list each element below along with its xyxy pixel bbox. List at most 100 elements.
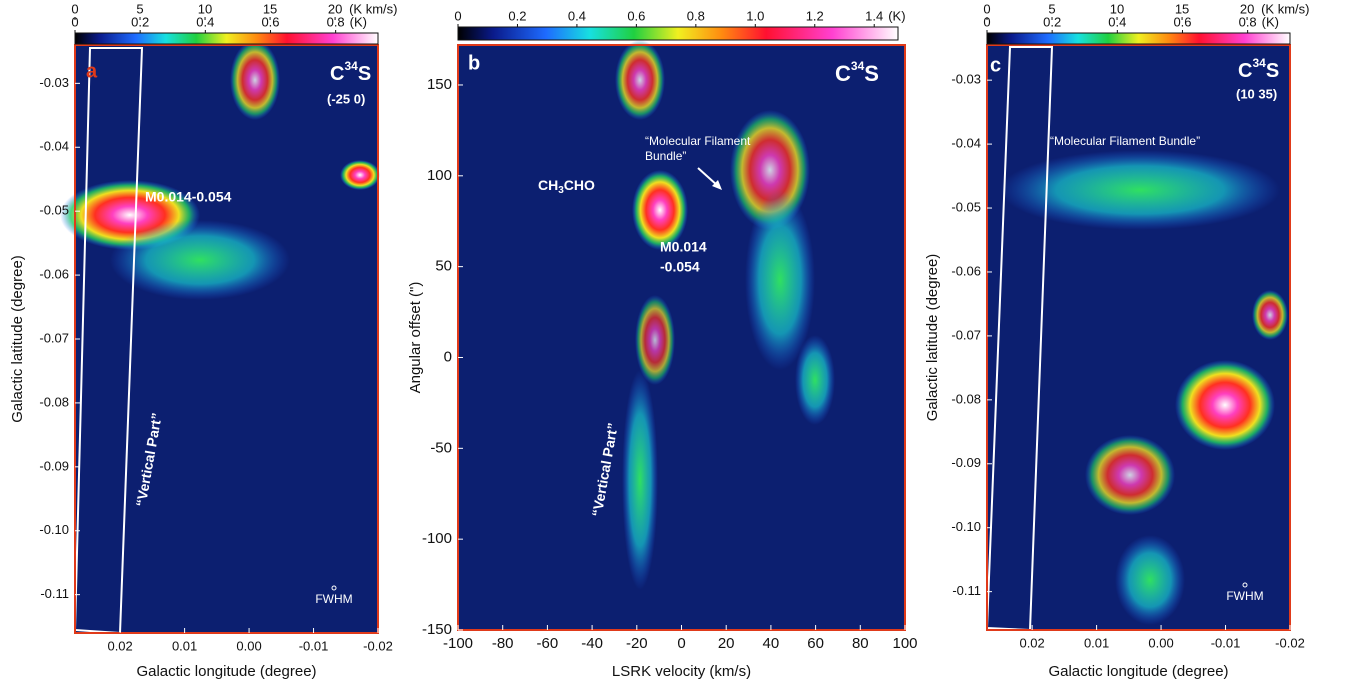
y-tick-label: -150 [422,621,452,638]
colorbar-unit: (K) [1262,14,1279,29]
y-tick-label: 50 [435,258,452,275]
x-tick-label: -80 [492,635,514,652]
frame [986,44,1291,631]
colorbar [457,26,899,41]
emission [615,40,665,120]
colorbar-unit: (K km/s) [349,1,397,16]
source-label: -0.054 [660,259,700,275]
x-tick-label: 60 [807,635,824,652]
source-label: M0.014 [660,239,707,255]
colorbar-tick-label: 5 [1048,1,1055,16]
x-tick-label: -0.01 [299,638,329,653]
y-axis-label: Angular offset (") [407,282,424,394]
colorbar-unit: (K km/s) [1261,1,1309,16]
y-axis-label: Galactic latitude (degree) [9,255,26,423]
x-tick-label: 100 [892,635,917,652]
molecule-main: C [835,61,851,86]
y-tick-label: -0.08 [39,394,69,409]
y-tick-label: 0 [444,348,452,365]
colorbar-tick-label: 1.4 [865,8,883,23]
colorbar-tick-label: 20 [328,1,342,16]
map [987,45,1290,630]
y-tick-label: -0.04 [951,136,981,151]
colorbar [986,32,1291,45]
molecule-sup: 34 [1252,56,1266,70]
panel-b: b C34S CH3CHO M0.014 -0.054 “Molecular F… [457,40,906,631]
x-tick-label: 0.01 [1084,635,1109,650]
y-tick-label: -0.08 [951,391,981,406]
molecule: C34S [835,59,879,86]
x-tick-label: -0.02 [1275,635,1305,650]
molecule-main: C [1238,60,1252,82]
panel-a: a C34S (-25 0) M0.014-0.054 “Vertical Pa… [60,40,380,635]
x-axis-label: Galactic longitude (degree) [136,663,316,680]
species-label: CH3CHO [538,177,595,196]
velocity-range: (-25 0) [327,91,365,106]
arrow-head [712,180,722,190]
species-end: CHO [564,177,595,193]
molecule-end: S [1266,60,1279,82]
colorbar-tick-label: 10 [1110,1,1124,16]
colorbar-tick-label: 0 [983,14,990,29]
y-tick-label: -0.05 [951,199,981,214]
beam-label: FWHM [315,592,352,606]
x-tick-label: -0.01 [1211,635,1241,650]
colorbar-tick-label: 0.8 [1239,14,1257,29]
y-tick-label: 100 [427,167,452,184]
colorbar-tick-label: 0.2 [131,14,149,29]
x-tick-label: 40 [763,635,780,652]
colorbar-unit: (K) [350,14,367,29]
colorbar-unit: (K) [888,8,905,23]
species-sub: 3 [558,185,564,196]
molecule-main: C [330,63,344,85]
x-tick-label: -20 [626,635,648,652]
y-tick-label: -100 [422,530,452,547]
colorbar-tick-label: 0 [983,1,990,16]
y-tick-label: -0.10 [39,522,69,537]
emission [632,170,688,250]
emission [622,370,658,590]
arrow [697,167,719,187]
colorbar-tick-label: 0.4 [568,8,586,23]
molecule: C34S [1238,56,1279,82]
y-axis-label: Galactic latitude (degree) [924,254,941,422]
x-tick-label: -40 [581,635,603,652]
y-tick-label: -50 [430,439,452,456]
y-tick-label: -0.03 [951,72,981,87]
colorbar-tick-label: 15 [1175,1,1189,16]
x-tick-label: -0.02 [363,638,393,653]
molecule-end: S [358,63,371,85]
y-tick-label: -0.09 [951,455,981,470]
colorbar-tick-label: 20 [1240,1,1254,16]
y-tick-label: -0.09 [39,458,69,473]
x-tick-label: 0.01 [172,638,197,653]
x-tick-label: -60 [537,635,559,652]
colorbar-tick-label: 0.4 [196,14,214,29]
colorbar-tick-label: 0 [454,8,461,23]
emission [1252,290,1288,340]
molecule-sup: 34 [344,59,358,73]
map [75,45,378,633]
molecule-sup: 34 [851,59,865,73]
x-tick-label: 0.00 [236,638,261,653]
x-tick-label: 0 [677,635,685,652]
colorbar-tick-label: 1.0 [746,8,764,23]
y-tick-label: -0.11 [952,583,981,598]
emission [745,190,815,370]
panel-letter: c [990,54,1001,76]
colorbar-tick-label: 0 [71,1,78,16]
bundle-label: “Molecular Filament [645,134,751,148]
beam [331,585,337,591]
y-tick-label: -0.11 [40,586,69,601]
colorbar-tick-label: 0.6 [627,8,645,23]
molecule: C34S [330,59,371,85]
y-tick-label: -0.04 [39,139,69,154]
y-tick-label: -0.06 [951,263,981,278]
colorbar-tick-label: 0.8 [327,14,345,29]
molecule-end: S [864,61,879,86]
colorbar-tick-label: 10 [198,1,212,16]
colorbar-tick-label: 0.4 [1108,14,1126,29]
x-tick-label: 80 [852,635,869,652]
colorbar-tick-label: 15 [263,1,277,16]
colorbar-tick-label: 1.2 [806,8,824,23]
